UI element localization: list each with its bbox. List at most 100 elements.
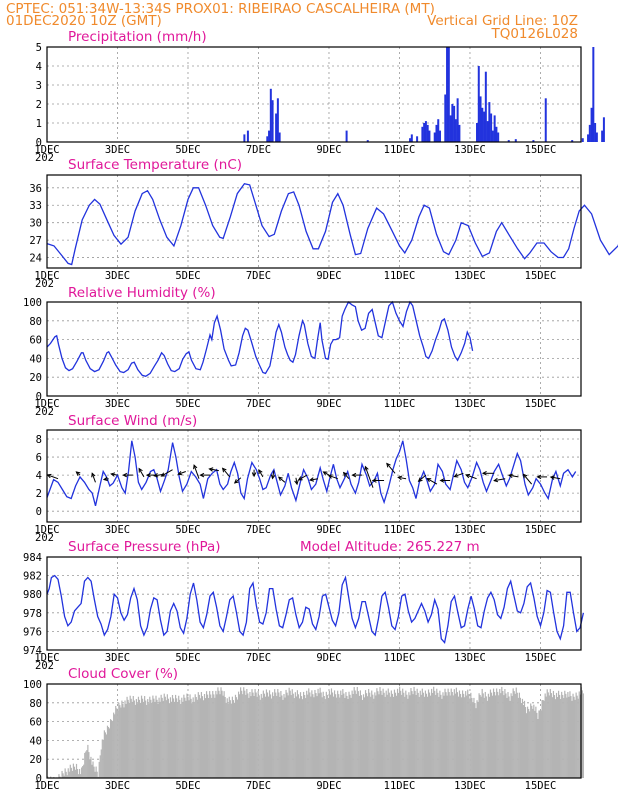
cloud-column: [192, 697, 194, 778]
cloud-column: [259, 699, 261, 778]
cloud-column: [445, 692, 447, 778]
wind-vector-head: [75, 471, 81, 476]
cloud-column: [231, 696, 233, 778]
x-tick-label: 9DEC: [316, 270, 341, 282]
cloud-column: [69, 764, 71, 778]
cloud-column: [176, 698, 178, 778]
cloud-column: [236, 699, 239, 778]
y-tick-label: 5: [36, 42, 42, 54]
cloud-column: [578, 691, 580, 778]
cloud-column: [170, 701, 173, 778]
cloud-column: [230, 703, 232, 778]
precip-bar: [426, 124, 429, 142]
cloud-column: [415, 694, 417, 778]
cloud-column: [508, 696, 510, 778]
wind-vector-head: [364, 465, 369, 471]
cloud-column: [361, 699, 364, 778]
wind-vector: [298, 474, 308, 481]
precip-bar: [276, 98, 279, 142]
cloud-column: [486, 700, 488, 778]
cloud-column: [211, 697, 213, 778]
cloud-column: [258, 695, 260, 778]
cloud-column: [183, 694, 185, 778]
cloud-column: [517, 697, 519, 778]
y-tick-label: 60: [29, 717, 42, 729]
y-tick-label: 0: [36, 506, 42, 518]
cloud-column: [189, 694, 191, 778]
cloud-column: [252, 692, 254, 778]
precip-bar: [483, 111, 486, 142]
x-tick-label: 3DEC: [105, 524, 130, 536]
cloud-column: [541, 700, 543, 778]
precip-bar: [271, 100, 274, 142]
cloud-column: [579, 694, 581, 778]
cloud-column: [423, 696, 425, 778]
cloud-column: [456, 692, 459, 778]
cloud-column: [111, 720, 113, 778]
cloud-column: [417, 692, 419, 778]
cloud-column: [121, 700, 123, 778]
cloud-column: [385, 690, 387, 778]
wind-vector-head: [493, 477, 499, 483]
panel-wind: Surface Wind (m/s) 0 2 4 6 8 1DEC 3DEC 5DEC 7DEC…: [34, 413, 582, 544]
cloud-column: [453, 689, 455, 778]
cloud-column: [140, 695, 143, 778]
cloud-column: [505, 693, 507, 778]
cloud-column: [219, 694, 221, 778]
cloud-column: [280, 691, 282, 778]
x-tick-label: 5DEC: [175, 144, 200, 156]
plot-frame: [46, 683, 582, 779]
cloud-column: [501, 686, 503, 778]
cloud-column: [246, 688, 248, 778]
cloud-column: [516, 692, 518, 778]
cloud-column: [162, 700, 164, 778]
cloud-column: [520, 703, 523, 778]
cloud-column: [261, 697, 263, 778]
cloud-column: [328, 690, 331, 778]
cloud-column: [527, 706, 529, 778]
cloud-column: [349, 694, 351, 778]
cloud-column: [243, 687, 245, 778]
cloud-column: [434, 690, 436, 778]
cloud-column: [504, 689, 506, 778]
cloud-column: [375, 695, 377, 778]
plot-frame: [46, 556, 582, 651]
cloud-column: [381, 694, 383, 778]
x-tick-label: 5DEC: [175, 398, 200, 410]
cloud-column: [472, 703, 474, 778]
cloud-column: [289, 690, 291, 778]
x-tick-label: 9DEC: [316, 398, 341, 410]
cloud-column: [489, 689, 492, 778]
cloud-column: [218, 690, 220, 778]
cloud-column: [452, 695, 454, 778]
cloud-column: [102, 739, 104, 778]
precip-bar: [594, 123, 597, 142]
cloud-column: [323, 696, 325, 778]
cloud-column: [503, 695, 505, 778]
wind-vector-head: [386, 462, 391, 468]
x-tick-label: 1DEC: [34, 270, 59, 282]
precip-bar: [416, 136, 419, 142]
cloud-column: [241, 690, 243, 778]
cloud-column: [224, 696, 226, 778]
x-tick-label: 5DEC: [175, 270, 200, 282]
x-tick-label: 15DEC: [525, 780, 557, 792]
cloud-column: [450, 688, 452, 778]
cloud-column: [420, 694, 422, 778]
cloud-column: [194, 694, 196, 778]
cloud-column: [327, 697, 329, 778]
cloud-column: [299, 692, 302, 778]
cloud-column: [439, 690, 441, 778]
rh-series-line: [46, 300, 474, 378]
cloud-column: [436, 688, 438, 778]
cloud-column: [568, 696, 570, 778]
cloud-column: [91, 764, 93, 778]
plot-frame: [46, 301, 582, 397]
precip-bar: [424, 121, 427, 142]
cloud-column: [448, 692, 450, 778]
cloud-column: [513, 691, 515, 778]
cloud-column: [202, 700, 205, 778]
cloud-column: [570, 696, 572, 778]
cloud-column: [68, 771, 70, 778]
cloud-column: [320, 692, 322, 778]
